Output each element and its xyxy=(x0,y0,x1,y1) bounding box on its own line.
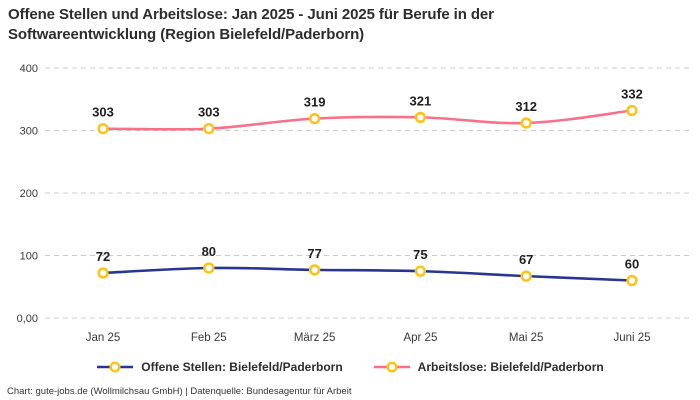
legend-label-offene-stellen: Offene Stellen: Bielefeld/Paderborn xyxy=(141,360,343,374)
data-point-label: 80 xyxy=(202,244,216,259)
data-point-marker xyxy=(414,265,427,277)
y-tick-label: 0,00 xyxy=(17,313,38,325)
data-point-marker xyxy=(97,267,109,279)
x-tick-label: Feb 25 xyxy=(191,332,227,344)
data-point-marker xyxy=(308,112,321,125)
attribution-footer: Chart: gute-jobs.de (Wollmilchsau GmbH) … xyxy=(7,386,352,397)
y-tick-label: 400 xyxy=(20,63,38,75)
data-point-label: 67 xyxy=(519,252,533,267)
data-point-marker xyxy=(626,274,638,287)
legend-item-arbeitslose[interactable]: Arbeitslose: Bielefeld/Paderborn xyxy=(373,360,604,374)
y-tick-label: 100 xyxy=(20,251,38,263)
legend-line-marker-icon xyxy=(97,361,134,373)
x-tick-label: März 25 xyxy=(294,332,336,344)
legend-label-arbeitslose: Arbeitslose: Bielefeld/Paderborn xyxy=(417,360,604,374)
data-point-marker xyxy=(626,104,638,117)
data-point-label: 72 xyxy=(96,249,110,264)
legend-line-marker-icon xyxy=(373,361,410,373)
data-point-marker xyxy=(203,122,215,135)
data-point-marker xyxy=(97,122,109,135)
x-tick-label: Juni 25 xyxy=(613,332,650,344)
data-point-label: 77 xyxy=(307,246,321,261)
data-point-marker xyxy=(520,117,532,129)
series-line xyxy=(101,266,634,282)
data-point-marker xyxy=(308,264,321,276)
data-point-label: 319 xyxy=(304,95,326,110)
x-tick-label: Apr 25 xyxy=(403,332,437,344)
data-point-label: 303 xyxy=(92,105,114,120)
legend-item-offene-stellen[interactable]: Offene Stellen: Bielefeld/Paderborn xyxy=(96,360,343,374)
series-line xyxy=(101,109,634,131)
y-tick-label: 200 xyxy=(20,188,38,200)
data-point-marker xyxy=(520,270,532,282)
data-point-label: 303 xyxy=(198,105,220,120)
data-point-label: 321 xyxy=(410,93,432,108)
data-point-label: 332 xyxy=(621,87,643,102)
data-point-marker xyxy=(414,111,427,124)
chart-title: Offene Stellen und Arbeitslose: Jan 2025… xyxy=(8,6,494,43)
data-point-label: 312 xyxy=(515,99,537,114)
x-tick-label: Jan 25 xyxy=(86,332,121,344)
data-point-label: 60 xyxy=(625,257,639,272)
y-tick-label: 300 xyxy=(20,126,38,138)
data-point-marker xyxy=(203,262,215,274)
data-point-label: 75 xyxy=(413,247,427,262)
x-tick-label: Mai 25 xyxy=(509,332,544,344)
chart-legend: Offene Stellen: Bielefeld/Paderborn Arbe… xyxy=(0,360,700,374)
